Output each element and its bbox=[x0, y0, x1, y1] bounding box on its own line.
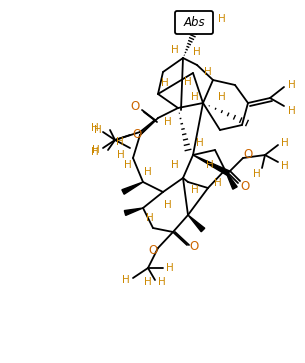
Text: H: H bbox=[146, 213, 154, 223]
Text: H: H bbox=[196, 138, 204, 148]
Text: H: H bbox=[161, 78, 169, 88]
Text: Abs: Abs bbox=[183, 16, 205, 29]
Text: H: H bbox=[191, 92, 199, 102]
Text: H: H bbox=[166, 263, 174, 273]
Text: H: H bbox=[281, 138, 289, 148]
Text: H: H bbox=[218, 14, 226, 24]
Polygon shape bbox=[124, 208, 143, 215]
Text: H: H bbox=[91, 123, 99, 133]
Text: H: H bbox=[288, 80, 296, 90]
Text: H: H bbox=[193, 47, 201, 57]
Text: H: H bbox=[144, 277, 152, 287]
Text: O: O bbox=[130, 99, 140, 113]
Text: H: H bbox=[191, 185, 199, 195]
Text: O: O bbox=[132, 127, 142, 140]
FancyBboxPatch shape bbox=[175, 11, 213, 34]
Text: H: H bbox=[288, 106, 296, 116]
Text: H: H bbox=[91, 147, 99, 157]
Text: H: H bbox=[164, 200, 172, 210]
Text: H: H bbox=[158, 277, 166, 287]
Text: O: O bbox=[148, 245, 158, 257]
Text: O: O bbox=[243, 147, 253, 160]
Text: H: H bbox=[281, 161, 289, 171]
Polygon shape bbox=[122, 182, 143, 194]
Text: H: H bbox=[204, 67, 212, 77]
Text: H: H bbox=[164, 117, 172, 127]
Text: H: H bbox=[184, 77, 192, 87]
Text: H: H bbox=[218, 92, 226, 102]
Text: O: O bbox=[240, 180, 249, 193]
Polygon shape bbox=[188, 215, 205, 232]
Text: H: H bbox=[253, 169, 261, 179]
Text: H: H bbox=[214, 178, 222, 188]
Polygon shape bbox=[193, 155, 229, 175]
Text: H: H bbox=[122, 275, 130, 285]
Text: H: H bbox=[171, 45, 179, 55]
Text: H: H bbox=[124, 160, 132, 170]
Text: H: H bbox=[117, 150, 125, 160]
Text: H: H bbox=[206, 160, 214, 170]
Text: H: H bbox=[94, 125, 102, 135]
Text: H: H bbox=[92, 145, 100, 155]
Polygon shape bbox=[225, 170, 237, 189]
Text: H: H bbox=[116, 137, 124, 147]
Text: H: H bbox=[144, 167, 152, 177]
Text: H: H bbox=[171, 160, 179, 170]
Text: O: O bbox=[189, 241, 199, 253]
